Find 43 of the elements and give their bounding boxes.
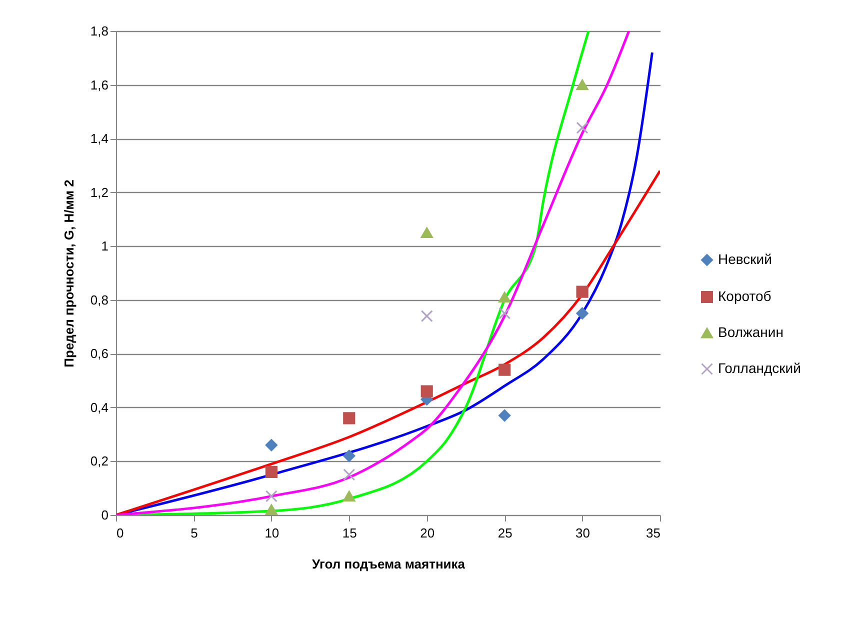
legend-label: Волжанин — [718, 324, 784, 340]
x-axis-title: Угол подъема маятника — [312, 556, 466, 572]
point — [343, 490, 356, 502]
y-tick-label: 1,8 — [90, 24, 108, 38]
y-tick-label: 0,4 — [90, 400, 108, 415]
x-tick-label: 10 — [264, 526, 280, 540]
point — [265, 490, 278, 502]
y-tick-label: 0,6 — [90, 346, 108, 362]
point — [576, 122, 588, 134]
y-tick-label: 1,6 — [90, 77, 108, 92]
point — [420, 310, 433, 322]
legend-label: Невский — [718, 251, 772, 267]
y-tick-label: 0 — [101, 508, 108, 522]
x-tick-label: 30 — [576, 526, 590, 540]
point — [576, 307, 588, 320]
x-tick-label: 25 — [498, 526, 512, 540]
x-tick-label: 5 — [190, 526, 198, 540]
point — [343, 450, 356, 462]
x-tick-label: 20 — [420, 526, 435, 540]
y-axis-title: Предел прочности, G, Н/мм 2 — [61, 180, 76, 368]
point — [343, 412, 356, 424]
point — [498, 307, 511, 320]
y-tick-label: 1 — [101, 238, 108, 254]
point — [498, 364, 511, 376]
point — [343, 468, 356, 481]
y-tick-label: 1,4 — [90, 131, 108, 146]
y-tick-label: 0,2 — [90, 454, 108, 469]
point — [498, 409, 511, 422]
x-tick-label: 35 — [646, 526, 660, 540]
point — [576, 286, 588, 298]
x-tick-label: 15 — [342, 526, 357, 540]
legend-label: Голландский — [718, 360, 801, 376]
legend-label: Коротоб — [718, 288, 772, 304]
point — [498, 292, 511, 303]
point — [420, 227, 433, 238]
point — [420, 385, 433, 398]
point — [265, 504, 278, 515]
y-tick-label: 1,2 — [90, 184, 108, 200]
point — [265, 466, 278, 478]
y-tick-label: 0,8 — [90, 292, 108, 308]
point — [576, 79, 588, 90]
x-tick-label: 0 — [116, 526, 124, 540]
point — [265, 439, 278, 452]
